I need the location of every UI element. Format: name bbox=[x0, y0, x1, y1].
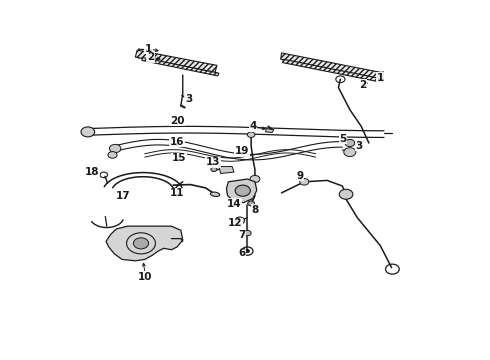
Circle shape bbox=[235, 217, 245, 224]
Text: 2: 2 bbox=[147, 52, 154, 62]
Circle shape bbox=[248, 201, 254, 206]
Text: 1: 1 bbox=[377, 73, 384, 83]
Text: 8: 8 bbox=[251, 204, 259, 215]
Circle shape bbox=[344, 148, 356, 157]
Circle shape bbox=[235, 185, 250, 196]
Polygon shape bbox=[226, 179, 257, 203]
Text: 16: 16 bbox=[170, 136, 184, 147]
Polygon shape bbox=[266, 129, 274, 132]
Ellipse shape bbox=[210, 192, 220, 197]
Circle shape bbox=[300, 179, 309, 185]
Text: 18: 18 bbox=[85, 167, 99, 177]
Text: 13: 13 bbox=[206, 157, 220, 167]
Text: 19: 19 bbox=[235, 146, 249, 156]
Text: 5: 5 bbox=[340, 134, 346, 144]
Circle shape bbox=[247, 132, 255, 138]
Text: 2: 2 bbox=[360, 80, 367, 90]
Polygon shape bbox=[283, 59, 381, 82]
Text: 3: 3 bbox=[356, 141, 363, 151]
Text: 20: 20 bbox=[170, 116, 184, 126]
Text: 11: 11 bbox=[170, 188, 184, 198]
Circle shape bbox=[345, 139, 355, 147]
Circle shape bbox=[339, 189, 353, 199]
Polygon shape bbox=[219, 167, 234, 174]
Text: 14: 14 bbox=[227, 199, 242, 209]
Circle shape bbox=[245, 249, 249, 253]
Text: 3: 3 bbox=[185, 94, 192, 104]
Circle shape bbox=[211, 167, 217, 172]
Polygon shape bbox=[135, 50, 217, 72]
Circle shape bbox=[133, 238, 148, 249]
Text: 7: 7 bbox=[238, 230, 245, 240]
Text: 4: 4 bbox=[249, 121, 257, 131]
Circle shape bbox=[109, 144, 121, 153]
Circle shape bbox=[81, 127, 95, 137]
Text: 10: 10 bbox=[138, 271, 153, 282]
Polygon shape bbox=[142, 58, 219, 76]
Text: 6: 6 bbox=[238, 248, 245, 258]
Text: 17: 17 bbox=[116, 191, 130, 201]
Text: 15: 15 bbox=[172, 153, 186, 163]
Polygon shape bbox=[106, 226, 183, 261]
Circle shape bbox=[250, 175, 260, 183]
Circle shape bbox=[108, 152, 117, 158]
Text: 1: 1 bbox=[145, 44, 152, 54]
Polygon shape bbox=[281, 53, 380, 79]
Text: 12: 12 bbox=[228, 219, 243, 228]
Circle shape bbox=[244, 230, 251, 236]
Text: 9: 9 bbox=[296, 171, 303, 181]
